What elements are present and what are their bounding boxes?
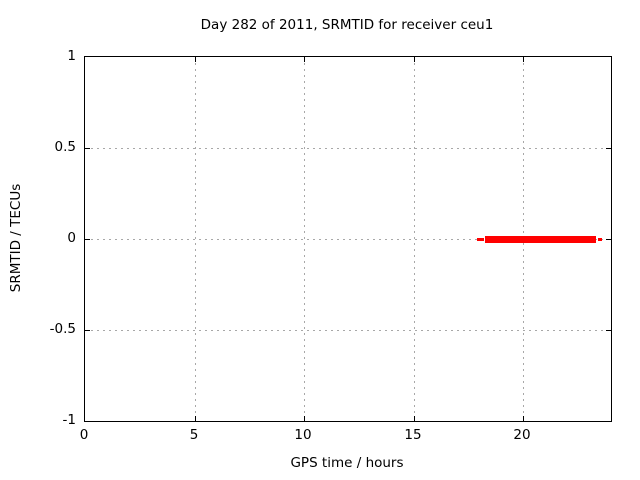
x-tick-top [414, 57, 415, 62]
plot-area [84, 56, 612, 422]
y-gridline [85, 239, 611, 240]
x-tick-bottom [523, 416, 524, 421]
y-tick-label: -1 [62, 412, 76, 428]
y-tick-right [606, 330, 611, 331]
x-tick-top [304, 57, 305, 62]
x-tick-label: 5 [189, 427, 199, 443]
chart-title: Day 282 of 2011, SRMTID for receiver ceu… [200, 17, 494, 33]
y-gridline [85, 148, 611, 149]
x-tick-bottom [414, 416, 415, 421]
y-tick-left [85, 148, 90, 149]
series-segment [477, 237, 484, 241]
y-tick-right [606, 239, 611, 240]
y-tick-left [85, 239, 90, 240]
x-tick-bottom [195, 416, 196, 421]
y-tick-label: 0 [67, 230, 76, 246]
x-tick-label: 10 [294, 427, 312, 443]
y-tick-label: 1 [67, 48, 76, 64]
x-axis-label: GPS time / hours [290, 455, 404, 471]
y-tick-left [85, 330, 90, 331]
x-tick-top [523, 57, 524, 62]
y-tick-label: -0.5 [49, 321, 76, 337]
x-tick-label: 15 [404, 427, 422, 443]
x-tick-label: 0 [79, 427, 89, 443]
series-segment [597, 237, 603, 241]
x-tick-label: 20 [513, 427, 531, 443]
x-tick-top [195, 57, 196, 62]
y-gridline [85, 330, 611, 331]
x-tick-bottom [304, 416, 305, 421]
y-tick-label: 0.5 [54, 139, 76, 155]
series-segment [484, 235, 596, 243]
y-tick-right [606, 148, 611, 149]
